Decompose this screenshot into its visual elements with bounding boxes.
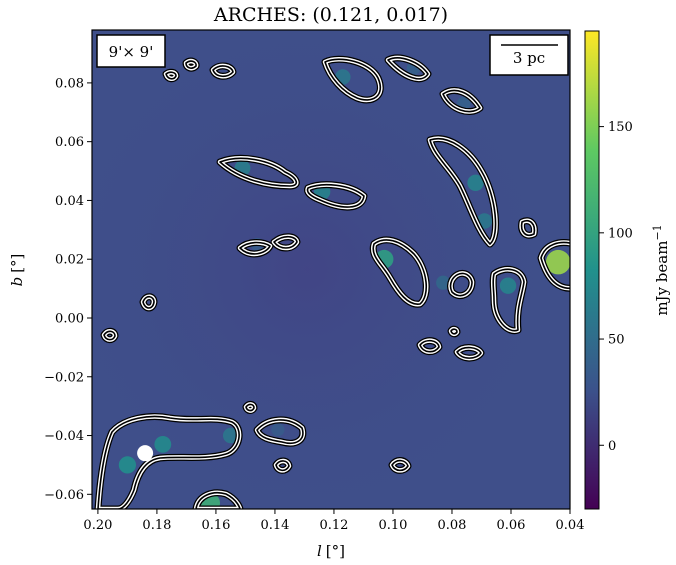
colorbar — [584, 30, 600, 510]
x-tick-label: 0.08 — [437, 518, 466, 533]
contour-inner — [97, 415, 240, 509]
contour-inner — [239, 241, 271, 255]
emission-source — [271, 423, 285, 437]
x-tick-label: 0.16 — [201, 518, 230, 533]
y-tick-label: 0.02 — [55, 253, 84, 268]
y-axis: 0.08 0.06 0.04 0.02 0.00 −0.02 −0.04 −0.06 — [44, 76, 92, 503]
contour-inner — [449, 272, 473, 297]
contour-inner — [142, 295, 155, 309]
emission-source — [154, 435, 172, 453]
colorbar-tick-label: 50 — [608, 333, 625, 348]
emission-source — [118, 456, 137, 474]
x-tick-label: 0.18 — [142, 518, 171, 533]
map-haze — [92, 30, 570, 509]
svg-text:9'× 9': 9'× 9' — [109, 43, 154, 61]
emission-source — [499, 277, 517, 294]
x-tick-label: 0.04 — [556, 518, 585, 533]
emission-source — [467, 174, 484, 191]
contour-inner — [275, 460, 290, 472]
contour-inner — [245, 403, 255, 412]
y-tick-label: −0.02 — [44, 370, 84, 385]
map-image — [92, 30, 570, 509]
contour-inner — [492, 268, 525, 332]
contour-inner — [103, 330, 116, 341]
emission-source — [545, 249, 570, 275]
contour-inner — [540, 241, 570, 290]
y-tick-label: 0.08 — [55, 76, 84, 91]
contour-inner — [450, 328, 458, 335]
colorbar-tick-label: 0 — [608, 439, 616, 454]
colorbar-tick-label: 150 — [608, 120, 633, 135]
plot-frame — [91, 29, 571, 510]
contour-inner — [306, 183, 365, 208]
y-tick-label: 0.06 — [55, 135, 84, 150]
contour-inner — [429, 137, 497, 245]
contour-inner — [273, 235, 298, 249]
emission-source — [222, 427, 239, 444]
contour-inner — [219, 157, 298, 187]
contour-inner — [195, 492, 241, 509]
x-tick-label: 0.20 — [83, 518, 112, 533]
contour-inner — [324, 58, 382, 101]
x-axis-label: l [°] — [317, 542, 345, 560]
contour-inner — [419, 339, 440, 353]
position-marker — [137, 445, 154, 462]
field-size-label: 9'× 9' — [96, 34, 166, 68]
x-axis: 0.20 0.18 0.16 0.14 0.12 0.10 0.08 0.06 0.04 — [83, 509, 584, 533]
chart-title: ARCHES: (0.121, 0.017) — [213, 4, 448, 26]
scale-bar: 3 pc — [489, 34, 569, 76]
y-tick-label: −0.04 — [44, 429, 84, 444]
colorbar-label: mJy beam−1 — [651, 224, 671, 315]
contour-inner — [165, 71, 177, 80]
x-tick-label: 0.14 — [260, 518, 289, 533]
contour-inner — [391, 459, 409, 472]
y-tick-label: −0.06 — [44, 488, 84, 503]
contour-inner — [212, 65, 234, 78]
x-tick-label: 0.12 — [319, 518, 348, 533]
colorbar-tick-label: 100 — [608, 226, 633, 241]
contour-inner — [185, 60, 197, 69]
contour-inner — [387, 57, 429, 80]
colorbar-axis: 0 50 100 150 — [599, 120, 633, 454]
emission-source — [436, 275, 451, 290]
y-tick-label: 0.04 — [55, 194, 84, 209]
y-axis-label: b[°] — [8, 254, 26, 287]
x-tick-label: 0.06 — [497, 518, 526, 533]
x-tick-label: 0.10 — [378, 518, 407, 533]
contour-inner — [256, 419, 304, 444]
svg-text:3 pc: 3 pc — [513, 49, 545, 67]
contour-layer — [94, 54, 570, 509]
contour-inner — [372, 239, 427, 305]
contour-inner — [520, 219, 536, 237]
contour-inner — [456, 346, 482, 359]
y-tick-label: 0.00 — [55, 311, 84, 326]
contour-inner — [442, 89, 481, 113]
